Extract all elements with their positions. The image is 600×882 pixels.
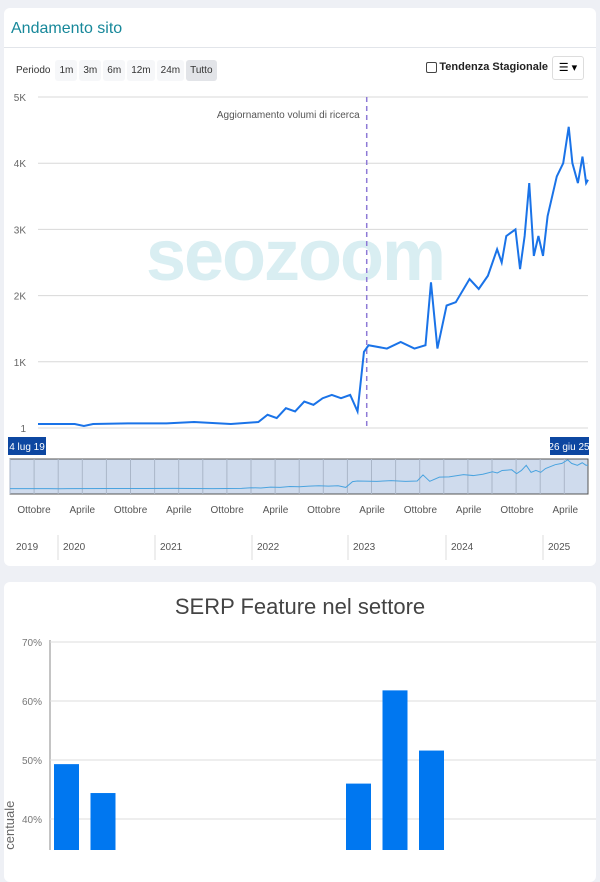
month-label: Ottobre	[211, 505, 245, 516]
year-label: 2022	[257, 542, 280, 553]
period-12m-button[interactable]: 12m	[127, 60, 155, 81]
y-tick-label: 3K	[14, 225, 27, 236]
y-tick-label: 1	[20, 424, 26, 435]
month-label: Ottobre	[114, 505, 148, 516]
y-axis-label: Percentuale	[2, 801, 17, 850]
navigator-start-handle[interactable]	[8, 437, 46, 455]
period-24m-button[interactable]: 24m	[156, 60, 185, 81]
charts-svg: 1 1K 2K 3K 4K 5K seozoom Aggiornamento volumi d…	[2, 93, 596, 850]
divider	[4, 47, 596, 48]
period-selector: Periodo 1m 3m 6m 12m 24m Tutto	[16, 60, 217, 81]
month-label: Aprile	[166, 505, 192, 516]
y-tick-label: 40%	[22, 815, 42, 826]
seasonal-checkbox[interactable]	[426, 61, 438, 73]
period-1m-button[interactable]: 1m	[55, 60, 78, 81]
month-label: Aprile	[359, 505, 385, 516]
y-tick-label: 5K	[14, 93, 27, 104]
navigator-start-label: 4 lug 19	[9, 442, 45, 453]
year-label: 2020	[63, 542, 86, 553]
visibility-line	[38, 126, 589, 428]
year-label: 2024	[451, 542, 474, 553]
month-label: Aprile	[553, 505, 579, 516]
seasonal-trend-toggle[interactable]: Tendenza Stagionale	[426, 61, 548, 73]
bar[interactable]	[90, 793, 116, 850]
year-label: 2019	[16, 542, 39, 553]
seasonal-label: Tendenza Stagionale	[439, 61, 548, 73]
watermark-logo: seozoom	[146, 216, 444, 296]
year-label: 2023	[353, 542, 376, 553]
month-label: Ottobre	[17, 505, 51, 516]
month-label: Ottobre	[307, 505, 341, 516]
period-3m-button[interactable]: 3m	[79, 60, 102, 81]
month-label: Ottobre	[500, 505, 534, 516]
bar[interactable]	[54, 764, 79, 850]
year-label: 2021	[160, 542, 183, 553]
y-tick-label: 70%	[22, 638, 42, 649]
navigator-end-label: 26 giu 25	[548, 442, 590, 453]
period-label: Periodo	[16, 65, 51, 76]
y-tick-label: 2K	[14, 292, 27, 303]
bar[interactable]	[419, 750, 444, 850]
navigator-end-handle[interactable]	[550, 437, 589, 455]
export-menu-button[interactable]: ☰ ▾	[552, 56, 584, 80]
y-tick-label: 60%	[22, 697, 42, 708]
bar[interactable]	[382, 690, 408, 850]
year-label: 2025	[548, 542, 571, 553]
y-tick-label: 50%	[22, 756, 42, 767]
bar-chart-title: SERP Feature nel settore	[175, 594, 425, 619]
bar[interactable]	[346, 783, 371, 850]
hamburger-menu-icon: ☰ ▾	[558, 62, 578, 74]
annotation-label: Aggiornamento volumi di ricerca	[217, 110, 360, 121]
navigator-line	[10, 459, 589, 490]
period-all-button[interactable]: Tutto	[186, 60, 217, 81]
month-label: Aprile	[70, 505, 96, 516]
y-tick-label: 1K	[14, 358, 27, 369]
period-6m-button[interactable]: 6m	[103, 60, 126, 81]
month-label: Ottobre	[404, 505, 438, 516]
card-title: Andamento sito	[11, 20, 123, 37]
month-label: Aprile	[263, 505, 289, 516]
month-label: Aprile	[456, 505, 482, 516]
y-tick-label: 4K	[14, 159, 27, 170]
